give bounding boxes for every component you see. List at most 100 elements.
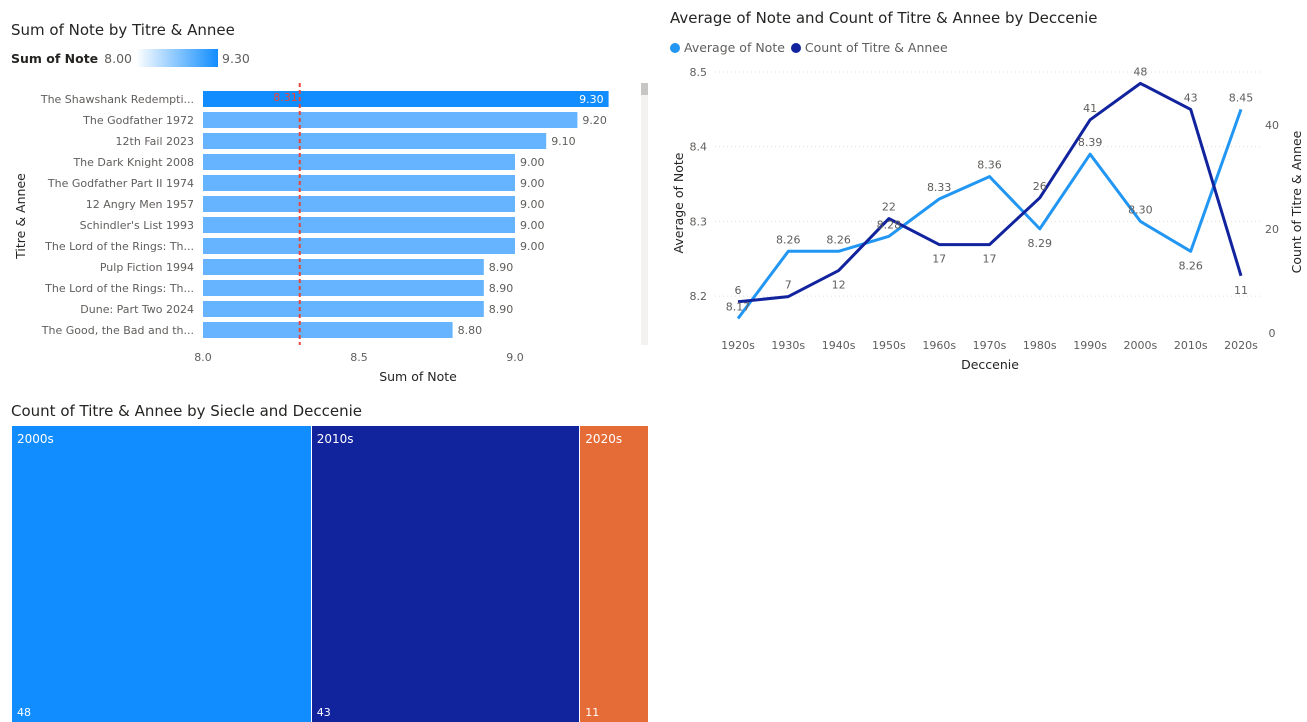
bar-value-label: 8.90 xyxy=(489,303,514,316)
line-y2-tick-label: 40 xyxy=(1265,119,1279,132)
avg-data-label: 8.30 xyxy=(1128,203,1153,216)
bar[interactable] xyxy=(203,238,515,254)
count-data-label: 6 xyxy=(735,284,742,297)
bar[interactable] xyxy=(203,196,515,212)
bar-value-label: 8.90 xyxy=(489,282,514,295)
bar-value-label: 9.00 xyxy=(520,198,545,211)
avg-data-label: 8.36 xyxy=(977,159,1002,172)
bar[interactable] xyxy=(203,301,484,317)
bar-category-label: 12 Angry Men 1957 xyxy=(86,198,194,211)
avg-data-label: 8.39 xyxy=(1078,136,1103,149)
series-line-count[interactable] xyxy=(737,81,1243,304)
treemap-cell-value: 43 xyxy=(316,706,331,719)
legend-item-count[interactable]: Count of Titre & Annee xyxy=(790,40,948,55)
bar-value-label: 9.00 xyxy=(520,240,545,253)
bar[interactable] xyxy=(203,91,609,107)
line-y2-tick-label: 20 xyxy=(1265,223,1279,236)
color-scale-gradient xyxy=(136,49,219,67)
count-data-label: 26 xyxy=(1033,180,1047,193)
bar-category-label: 12th Fail 2023 xyxy=(116,135,194,148)
bar-category-label: The Shawshank Redempti... xyxy=(40,93,194,106)
legend-dot-count xyxy=(790,42,801,53)
bar-value-label: 9.10 xyxy=(551,135,576,148)
line-x-tick-label: 1990s xyxy=(1073,339,1107,352)
bar-category-label: The Godfather 1972 xyxy=(82,114,194,127)
bar-x-tick-label: 8.0 xyxy=(194,351,212,364)
avg-data-label: 8.17 xyxy=(726,301,751,314)
bar[interactable] xyxy=(203,259,484,275)
bar-value-label: 9.00 xyxy=(520,156,545,169)
line-x-tick-label: 1940s xyxy=(822,339,856,352)
treemap-cell-value: 11 xyxy=(585,706,600,719)
bar[interactable] xyxy=(203,175,515,191)
line-y-tick-label: 8.5 xyxy=(690,66,708,79)
line-x-tick-label: 2020s xyxy=(1224,339,1258,352)
bar-value-label: 8.90 xyxy=(489,261,514,274)
bar-x-tick-label: 8.5 xyxy=(350,351,368,364)
line-chart-plot: Average of Note Count of Titre & Annee D… xyxy=(671,65,1304,372)
avg-data-label: 8.33 xyxy=(927,181,952,194)
treemap-visual[interactable]: Count of Titre & Annee by Siecle and Dec… xyxy=(0,400,655,722)
treemap-title: Count of Titre & Annee by Siecle and Dec… xyxy=(11,402,362,420)
line-y-tick-label: 8.3 xyxy=(690,215,708,228)
treemap-cell[interactable]: 2000s 48 xyxy=(12,426,312,722)
treemap-area: 2000s 48 2010s 43 2020s 11 xyxy=(12,426,649,722)
treemap-cell[interactable]: 2010s 43 xyxy=(311,426,581,722)
treemap-cell-label: 2000s xyxy=(17,432,54,446)
reference-line-label: 8.31 xyxy=(273,91,298,104)
line-x-tick-label: 1920s xyxy=(721,339,755,352)
line-x-axis-title: Deccenie xyxy=(961,357,1019,372)
line-chart-visual[interactable]: Average of Note and Count of Titre & Ann… xyxy=(660,0,1307,395)
bar-value-label: 9.20 xyxy=(582,114,607,127)
avg-data-label: 8.26 xyxy=(776,233,801,246)
bar-value-label: 8.80 xyxy=(458,324,483,337)
bar-category-label: Pulp Fiction 1994 xyxy=(100,261,194,274)
avg-data-label: 8.26 xyxy=(826,233,851,246)
bar-category-label: The Dark Knight 2008 xyxy=(72,156,194,169)
line-x-tick-label: 2010s xyxy=(1174,339,1208,352)
line-x-tick-label: 1980s xyxy=(1023,339,1057,352)
legend-dot-average xyxy=(670,42,680,53)
bar[interactable] xyxy=(203,280,484,296)
bar[interactable] xyxy=(203,154,515,170)
avg-data-label: 8.28 xyxy=(877,218,902,231)
bar-chart-visual[interactable]: Sum of Note by Titre & Annee Sum of Note… xyxy=(0,0,655,395)
line-y-tick-label: 8.2 xyxy=(690,290,708,303)
count-data-label: 12 xyxy=(832,279,846,292)
line-y2-axis-title: Count of Titre & Annee xyxy=(1289,130,1304,273)
bar-scrollbar[interactable] xyxy=(641,83,648,345)
bar-scrollbar-thumb[interactable] xyxy=(641,83,648,95)
bar-category-label: The Good, the Bad and th... xyxy=(41,324,194,337)
count-data-label: 17 xyxy=(983,253,997,266)
count-data-label: 48 xyxy=(1133,65,1147,78)
bar-chart-title: Sum of Note by Titre & Annee xyxy=(11,21,235,39)
count-data-label: 41 xyxy=(1083,102,1097,115)
color-scale-legend: Sum of Note 8.00 9.30 xyxy=(11,48,250,68)
treemap-cell-value: 48 xyxy=(17,706,31,719)
count-data-label: 17 xyxy=(932,253,946,266)
bar-x-tick-label: 9.0 xyxy=(506,351,524,364)
avg-data-label: 8.26 xyxy=(1178,259,1203,272)
bar[interactable] xyxy=(203,112,578,128)
treemap-cell-label: 2020s xyxy=(585,432,623,446)
bar[interactable] xyxy=(203,322,453,338)
line-y-axis-title: Average of Note xyxy=(671,152,686,253)
legend-item-average[interactable]: Average of Note xyxy=(670,40,785,55)
line-x-tick-label: 1930s xyxy=(771,339,805,352)
line-y2-tick-label: 0 xyxy=(1269,327,1276,340)
bar-y-axis-title: Titre & Annee xyxy=(13,173,28,260)
line-chart-title: Average of Note and Count of Titre & Ann… xyxy=(670,9,1098,27)
legend-label-average: Average of Note xyxy=(684,40,785,55)
line-x-tick-label: 1970s xyxy=(973,339,1007,352)
bar-category-label: Dune: Part Two 2024 xyxy=(80,303,194,316)
treemap-cell[interactable]: 2020s 11 xyxy=(580,426,649,722)
bar[interactable] xyxy=(203,217,515,233)
bar-value-label: 9.30 xyxy=(579,93,604,106)
series-line-average[interactable] xyxy=(736,108,1243,320)
bar-category-label: The Lord of the Rings: Th... xyxy=(44,282,194,295)
bar[interactable] xyxy=(203,133,547,149)
line-x-tick-label: 2000s xyxy=(1124,339,1158,352)
bar-chart-plot: Titre & Annee Sum of Note 8.0 8.5 9.0 The S… xyxy=(13,83,648,384)
avg-data-label: 8.29 xyxy=(1028,237,1053,250)
line-legend: Average of Note Count of Titre & Annee xyxy=(670,40,948,55)
